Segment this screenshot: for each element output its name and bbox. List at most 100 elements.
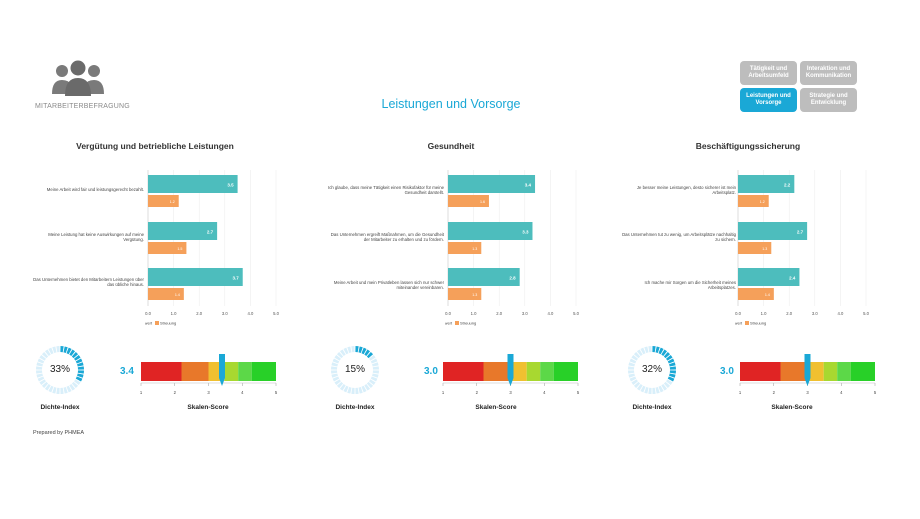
mean-bar xyxy=(448,222,533,240)
spread-bar xyxy=(738,195,769,207)
donut-segment-empty xyxy=(66,385,72,393)
nav-button-interaktion[interactable]: Interaktion und Kommunikation xyxy=(800,61,857,85)
donut-segment-filled xyxy=(669,370,676,374)
donut-segment-filled xyxy=(77,366,84,370)
prepared-by-text: Prepared by PHMEA xyxy=(33,430,85,436)
mean-bar xyxy=(448,268,520,286)
mean-bar-label: 2.2 xyxy=(784,183,791,188)
donut-segment-empty xyxy=(39,354,46,361)
spread-bar-label: 1.3 xyxy=(762,247,767,251)
dichte-index-label: Dichte-Index xyxy=(335,404,375,411)
spread-bar xyxy=(448,288,482,300)
skalen-score-label: Skalen-Score xyxy=(475,404,517,411)
mean-bar xyxy=(448,175,536,193)
spread-bar xyxy=(148,288,184,300)
donut-segment-empty xyxy=(339,349,346,356)
donut-segment-empty xyxy=(372,362,379,367)
nav-button-taetigkeit[interactable]: Tätigkeit und Arbeitsumfeld xyxy=(740,61,797,85)
donut-segment-empty xyxy=(666,379,673,386)
skalen-gauge-gesundheit: 1 2 3 4 5 xyxy=(442,354,580,395)
axis-tick-label: 3.0 xyxy=(522,311,528,316)
donut-segment-empty xyxy=(334,354,341,361)
donut-segment-empty xyxy=(339,384,346,391)
donut-segment-filled xyxy=(663,351,671,359)
spread-bar-label: 1.3 xyxy=(472,293,477,297)
gauge-segment xyxy=(553,362,578,381)
donut-segment-filled xyxy=(358,346,363,353)
donut-segment-empty xyxy=(628,370,635,374)
donut-segment-empty xyxy=(369,379,376,386)
donut-segment-empty xyxy=(633,381,641,389)
donut-segment-empty xyxy=(628,373,635,378)
donut-segment-empty xyxy=(640,385,646,393)
donut-segment-empty xyxy=(332,376,340,382)
donut-segment-empty xyxy=(60,387,64,394)
donut-segment-empty xyxy=(56,387,60,394)
bar-chart-gesundheit: 0.0 1.0 2.0 3.0 4.0 5.0 3.4 1.6 3.3 1.3 2.8 1.3 Mitt… xyxy=(445,170,580,326)
axis-tick-label: 4.0 xyxy=(837,311,843,316)
gauge-tick-label: 1 xyxy=(442,390,445,395)
donut-segment-empty xyxy=(336,351,344,359)
donut-segment-filled xyxy=(60,346,64,353)
spread-bar-label: 1.6 xyxy=(480,200,485,204)
bar-chart-verguetung: 0.0 1.0 2.0 3.0 4.0 5.0 3.5 1.2 2.7 1.5 3.7 1.4 Mitt… xyxy=(145,170,280,326)
donut-segment-empty xyxy=(36,370,43,374)
donut-segment-empty xyxy=(364,384,371,391)
skalen-score-label: Skalen-Score xyxy=(771,404,813,411)
donut-segment-filled xyxy=(75,358,83,364)
axis-tick-label: 4.0 xyxy=(547,311,553,316)
donut-segment-empty xyxy=(343,385,349,393)
axis-tick-label: 0.0 xyxy=(445,311,451,316)
donut-segment-empty xyxy=(648,387,652,394)
donut-segment-filled xyxy=(667,358,675,364)
section-title-verguetung: Vergütung und betriebliche Leistungen xyxy=(76,141,234,151)
gauge-pointer xyxy=(804,354,811,386)
spread-bar-label: 1.3 xyxy=(472,247,477,251)
spread-bar-label: 1.5 xyxy=(177,247,182,251)
question-label: Meine Arbeit und mein Privatleben lassen… xyxy=(333,280,444,291)
gauge-segment xyxy=(540,362,554,381)
donut-segment-empty xyxy=(36,362,43,367)
logo-text: MITARBEITERBEFRAGUNG xyxy=(35,103,130,110)
donut-segment-empty xyxy=(655,387,660,394)
spread-bar xyxy=(738,242,772,254)
spread-bar xyxy=(448,242,482,254)
spread-bar-label: 1.4 xyxy=(175,293,180,297)
question-label: Je besser meine Leistungen, desto sicher… xyxy=(636,185,736,196)
donut-segment-empty xyxy=(355,387,359,394)
donut-segment-empty xyxy=(358,387,363,394)
gauge-tick-label: 5 xyxy=(577,390,580,395)
mean-bar-label: 3.3 xyxy=(522,230,529,235)
donut-segment-empty xyxy=(644,346,649,353)
mean-bar xyxy=(738,268,800,286)
mean-bar-label: 3.5 xyxy=(227,183,234,188)
axis-tick-label: 2.0 xyxy=(496,311,502,316)
dichte-percent: 15% xyxy=(344,364,365,375)
spread-bar xyxy=(448,195,489,207)
gauge-tick-label: 5 xyxy=(874,390,877,395)
nav-button-leistungen[interactable]: Leistungen und Vorsorge xyxy=(740,88,797,112)
donut-segment-empty xyxy=(631,379,638,386)
dichte-percent: 33% xyxy=(49,364,70,375)
gauge-tick-label: 2 xyxy=(773,390,776,395)
axis-tick-label: 0.0 xyxy=(145,311,151,316)
legend-label-spread: Streuung xyxy=(460,321,476,326)
gauge-tick-label: 3 xyxy=(207,390,210,395)
donut-segment-filled xyxy=(77,362,84,367)
donut-segment-empty xyxy=(351,346,355,353)
dichte-donut-verguetung xyxy=(36,346,84,394)
gauge-segment xyxy=(850,362,875,381)
donut-segment-empty xyxy=(629,376,637,382)
gauge-tick-label: 3 xyxy=(806,390,809,395)
donut-segment-filled xyxy=(75,376,83,382)
nav-button-strategie[interactable]: Strategie und Entwicklung xyxy=(800,88,857,112)
donut-segment-filled xyxy=(355,346,359,353)
legend-label-mean: Mittelwert xyxy=(445,321,453,326)
donut-segment-filled xyxy=(77,370,84,374)
question-label: Ich mache mir Sorgen um die Sicherheit m… xyxy=(644,280,736,291)
donut-segment-empty xyxy=(336,381,344,389)
spread-bar-label: 1.2 xyxy=(170,200,175,204)
axis-tick-label: 2.0 xyxy=(786,311,792,316)
dichte-donut-gesundheit xyxy=(331,346,379,394)
mean-bar-label: 3.7 xyxy=(232,276,239,281)
